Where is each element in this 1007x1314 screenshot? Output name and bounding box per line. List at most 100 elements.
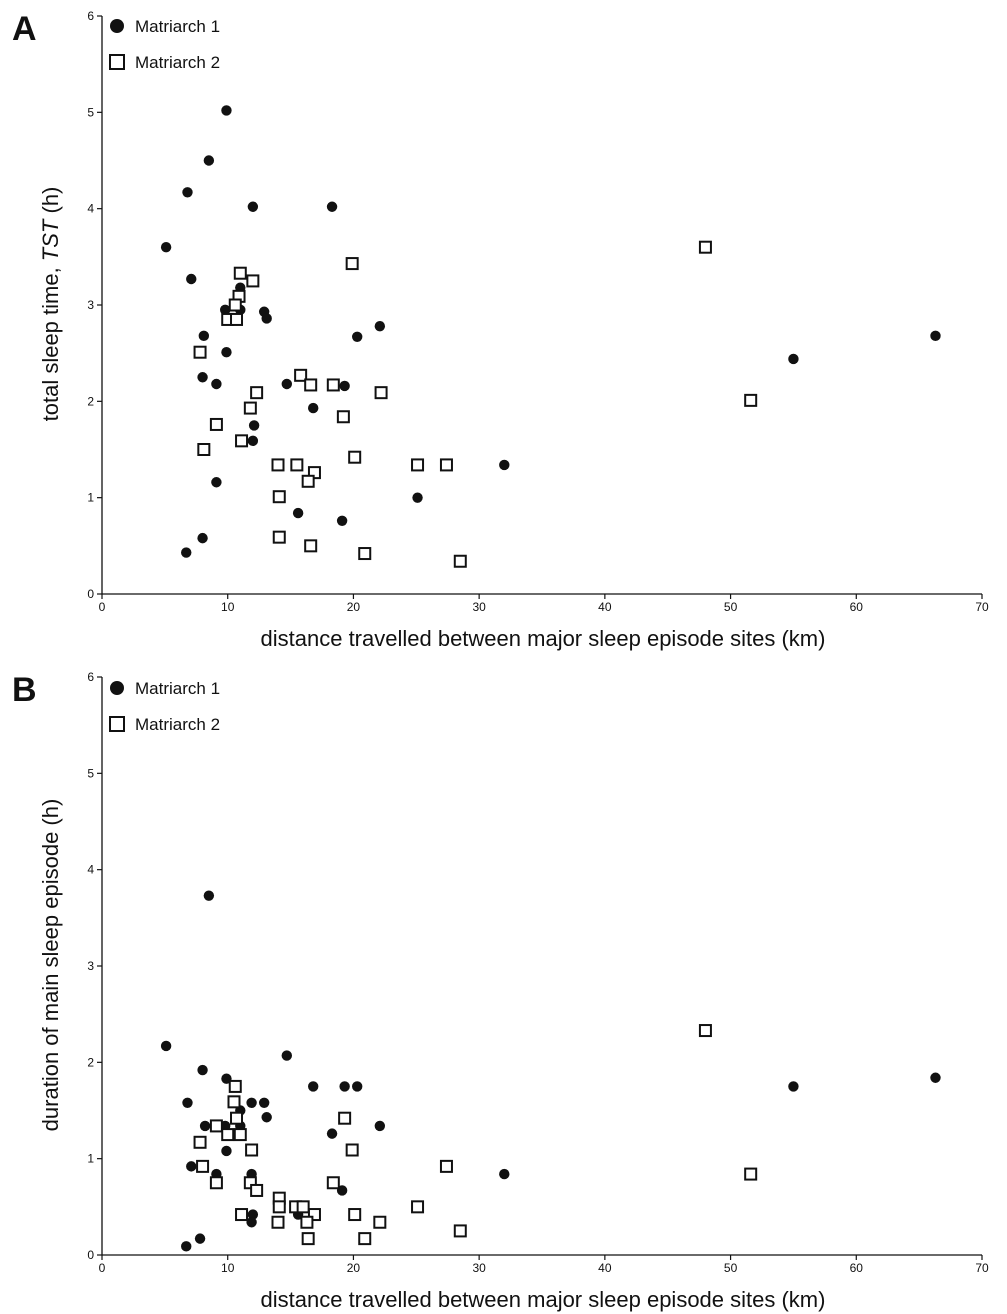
panel-a-point-matriarch-1 <box>930 330 941 342</box>
panel-b-point-matriarch-1 <box>374 1120 386 1132</box>
panel-b-point-matriarch-2 <box>250 1183 264 1197</box>
panel-b-axes: 0 10 20 30 40 50 60 70 0 1 2 3 4 5 6 <box>87 670 989 1275</box>
panel-a-point-matriarch-1 <box>499 459 510 471</box>
panel-a-y-tick-label: 6 <box>87 9 94 23</box>
panel-b-point-matriarch-2 <box>744 1167 758 1181</box>
panel-a-point-matriarch-2 <box>235 434 249 448</box>
panel-b-point-matriarch-2 <box>271 1215 285 1229</box>
panel-b-point-matriarch-1 <box>499 1168 510 1180</box>
panel-a-point-matriarch-2 <box>246 274 260 288</box>
panel-b-point-matriarch-1 <box>247 1209 259 1220</box>
panel-a-y-title-suffix: (h) <box>38 187 63 220</box>
panel-a-x-tick-label: 30 <box>472 600 486 614</box>
panel-a-y-tick-label: 1 <box>87 491 94 505</box>
panel-a-point-matriarch-2 <box>345 257 359 271</box>
panel-b-point-matriarch-1 <box>326 1128 338 1139</box>
panel-a-letter: A <box>12 10 37 48</box>
panel-a-point-matriarch-1 <box>247 435 259 447</box>
panel-a-point-matriarch-1 <box>281 378 292 390</box>
panel-b-point-matriarch-2 <box>221 1128 235 1142</box>
panel-a-point-matriarch-1 <box>308 402 319 414</box>
panel-b-point-matriarch-1 <box>788 1081 799 1092</box>
panel-b-point-matriarch-1 <box>199 1120 211 1132</box>
panel-a-point-matriarch-2 <box>193 345 207 359</box>
panel-a-point-matriarch-2 <box>453 554 467 568</box>
panel-b-point-matriarch-2 <box>439 1159 453 1173</box>
panel-a-point-matriarch-1 <box>339 380 350 392</box>
panel-a-point-matriarch-2 <box>348 450 362 464</box>
panel-a-legend-label-matriarch-1: Matriarch 1 <box>135 17 220 36</box>
panel-a-point-matriarch-1 <box>186 273 197 285</box>
panel-a-point-matriarch-1 <box>261 313 272 324</box>
panel-a-point-matriarch-2 <box>301 474 315 488</box>
panel-a-point-matriarch-1 <box>247 201 259 212</box>
panel-a-point-matriarch-1 <box>292 507 304 519</box>
panel-a-y-tick-label: 0 <box>87 587 94 601</box>
panel-b-y-tick-label: 3 <box>87 959 94 973</box>
panel-b-point-matriarch-1 <box>181 1241 192 1252</box>
panel-b-point-matriarch-1 <box>930 1072 941 1083</box>
panel-a-point-matriarch-2 <box>230 312 244 326</box>
panel-a-y-tick-label: 2 <box>87 394 94 408</box>
panel-a-legend-label-matriarch-2: Matriarch 2 <box>135 53 220 72</box>
panel-a-point-matriarch-1 <box>197 532 208 544</box>
panel-a-point-matriarch-2 <box>272 530 286 544</box>
panel-a-legend-marker-matriarch-1 <box>110 19 124 33</box>
panel-b-legend-label-matriarch-2: Matriarch 2 <box>135 715 220 734</box>
panel-b-point-matriarch-2 <box>235 1208 249 1222</box>
panel-a: A 0 10 20 30 40 50 60 70 0 1 2 3 4 5 6 distance travel… <box>12 9 989 651</box>
panel-b-y-tick-label: 0 <box>87 1248 94 1262</box>
panel-a-x-tick-label: 10 <box>221 600 235 614</box>
panel-a-point-matriarch-1 <box>221 347 232 358</box>
panel-a-point-matriarch-2 <box>374 386 388 400</box>
panel-a-point-matriarch-1 <box>220 304 231 316</box>
panel-a-point-matriarch-2 <box>411 458 425 472</box>
panel-a-x-tick-label: 20 <box>347 600 361 614</box>
panel-b-x-tick-label: 40 <box>598 1261 612 1275</box>
panel-a-point-matriarch-2 <box>197 443 211 456</box>
panel-b-point-matriarch-2 <box>230 1111 244 1125</box>
panel-b-point-matriarch-2 <box>300 1215 314 1229</box>
panel-b-point-matriarch-1 <box>261 1112 272 1123</box>
panel-b-y-tick-label: 5 <box>87 766 94 780</box>
panel-a-point-matriarch-1 <box>788 353 799 365</box>
panel-b-point-matriarch-2 <box>209 1119 223 1133</box>
panel-a-legend: Matriarch 1 Matriarch 2 <box>109 17 220 72</box>
panel-b-point-matriarch-2 <box>233 1128 247 1142</box>
panel-b-point-matriarch-2 <box>209 1176 223 1190</box>
panel-a-point-matriarch-1 <box>248 420 260 431</box>
panel-a-point-matriarch-1 <box>412 492 423 503</box>
panel-b-x-tick-label: 60 <box>850 1261 864 1275</box>
panel-a-point-matriarch-1 <box>198 330 210 342</box>
panel-b-point-matriarch-1 <box>258 1097 270 1108</box>
panel-a-point-matriarch-1 <box>326 201 338 212</box>
panel-a-y-axis-title: total sleep time, TST (h) <box>38 187 63 422</box>
panel-a-x-axis-title: distance travelled between major sleep e… <box>261 626 826 651</box>
panel-a-point-matriarch-2 <box>290 458 304 472</box>
panel-a-point-matriarch-2 <box>271 458 285 472</box>
panel-a-x-tick-label: 50 <box>724 600 738 614</box>
panel-b-x-axis-title: distance travelled between major sleep e… <box>261 1287 826 1312</box>
panel-b-point-matriarch-1 <box>186 1161 197 1172</box>
panel-a-point-matriarch-1 <box>182 187 193 198</box>
panel-b-point-matriarch-2 <box>193 1135 207 1149</box>
panel-a-point-matriarch-2 <box>698 240 712 254</box>
panel-a-x-tick-label: 0 <box>99 600 106 614</box>
panel-b-point-matriarch-2 <box>301 1232 315 1246</box>
panel-b-legend: Matriarch 1 Matriarch 2 <box>109 679 220 734</box>
panel-a-y-tick-label: 4 <box>87 202 94 216</box>
panel-b-point-matriarch-2 <box>196 1159 210 1173</box>
panel-a-point-matriarch-2 <box>243 401 257 415</box>
panel-a-point-matriarch-2 <box>233 266 247 280</box>
panel-a-point-matriarch-2 <box>304 378 318 392</box>
panel-b-point-matriarch-1 <box>352 1081 363 1092</box>
panel-b-x-tick-label: 20 <box>347 1261 361 1275</box>
panel-a-x-tick-label: 70 <box>975 600 989 614</box>
panel-b-point-matriarch-1 <box>246 1097 257 1108</box>
panel-b-point-matriarch-1 <box>197 1064 208 1076</box>
panel-a-point-matriarch-1 <box>160 242 172 253</box>
panel-a-x-tick-label: 40 <box>598 600 612 614</box>
panel-a-point-matriarch-2 <box>304 539 318 553</box>
panel-a-point-matriarch-1 <box>374 320 386 332</box>
